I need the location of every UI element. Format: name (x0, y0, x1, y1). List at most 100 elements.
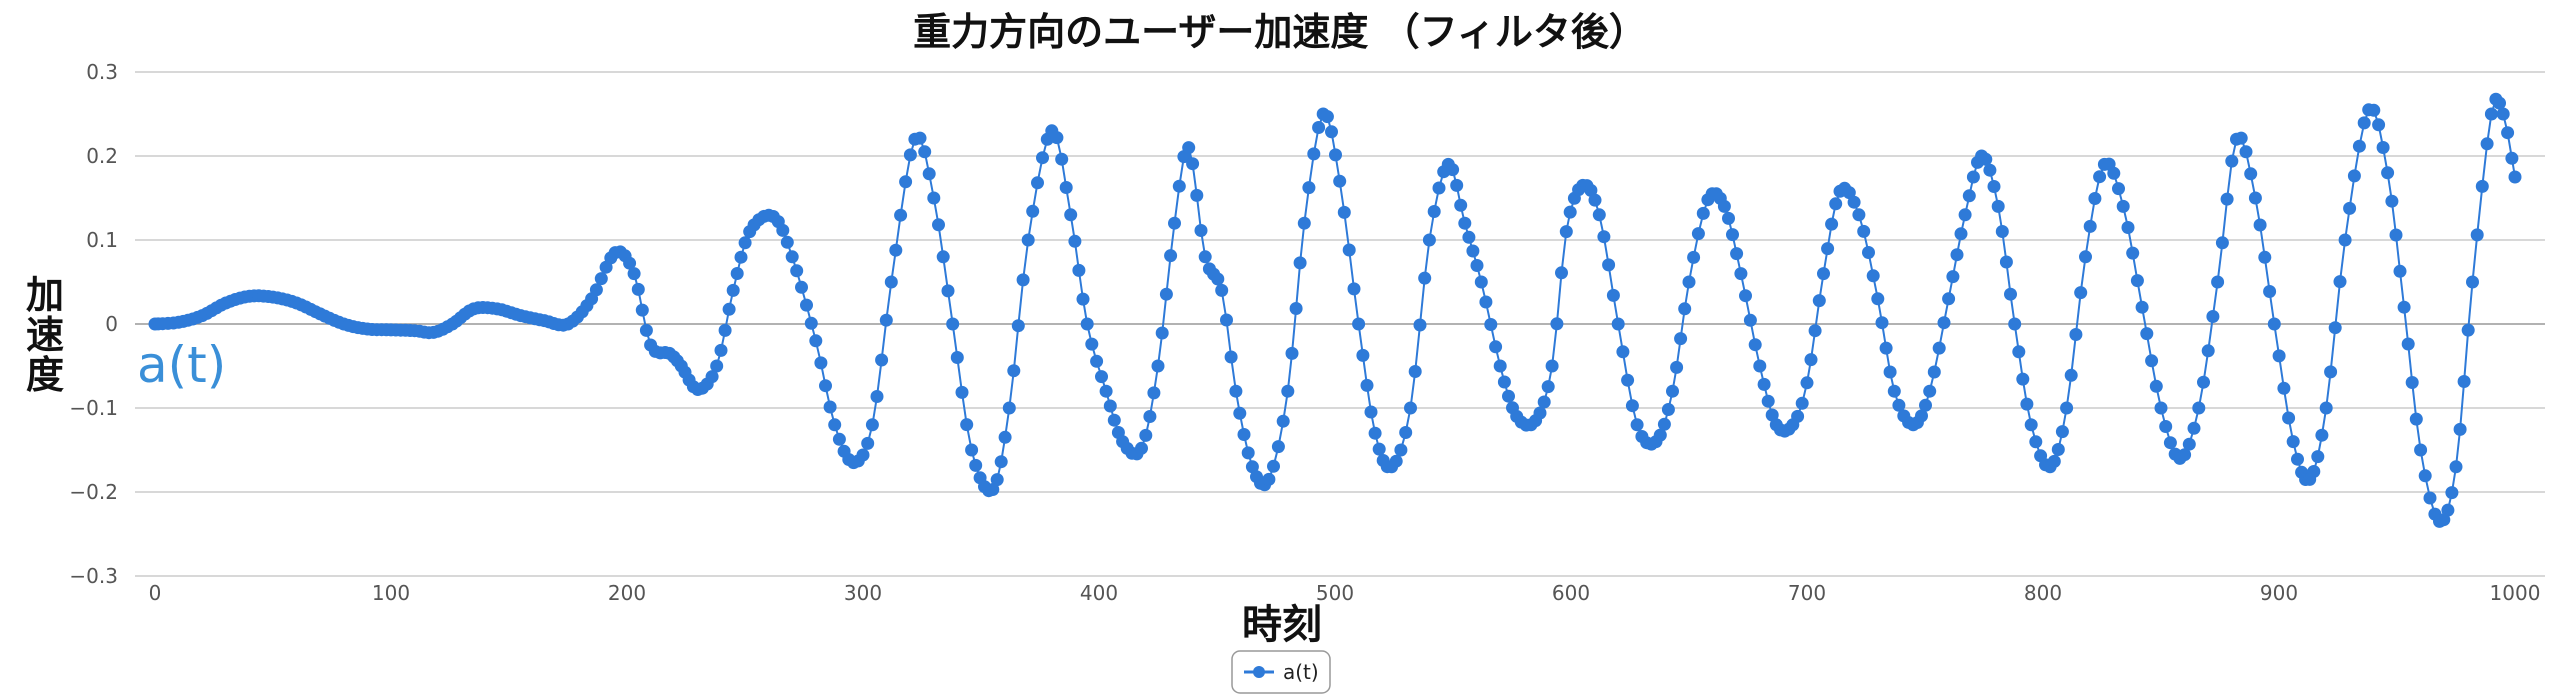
data-point[interactable] (2215, 236, 2229, 250)
data-point[interactable] (2466, 275, 2479, 289)
data-point[interactable] (1606, 288, 1620, 302)
data-point[interactable] (2484, 107, 2498, 121)
data-point[interactable] (1670, 360, 1684, 374)
data-point[interactable] (1233, 406, 1247, 420)
data-point[interactable] (722, 302, 736, 316)
data-point[interactable] (1743, 313, 1757, 327)
data-point[interactable] (738, 236, 752, 250)
data-point[interactable] (1555, 266, 1568, 280)
data-point[interactable] (1329, 148, 1342, 162)
data-point[interactable] (2291, 452, 2304, 466)
data-point[interactable] (2055, 425, 2069, 439)
data-point[interactable] (1055, 152, 1069, 166)
data-point[interactable] (1497, 375, 1511, 389)
data-point[interactable] (1808, 324, 1822, 338)
data-point[interactable] (2405, 376, 2419, 389)
data-point[interactable] (1734, 267, 1748, 281)
data-point[interactable] (2130, 274, 2144, 288)
data-point[interactable] (1080, 317, 1094, 331)
data-point[interactable] (1919, 398, 1932, 412)
data-point[interactable] (1293, 256, 1307, 270)
data-point[interactable] (1224, 350, 1238, 364)
data-point[interactable] (986, 483, 1000, 496)
data-point[interactable] (1474, 275, 1488, 289)
data-point[interactable] (2074, 286, 2088, 300)
data-point[interactable] (1757, 377, 1771, 391)
data-point[interactable] (726, 283, 740, 297)
data-point[interactable] (2352, 139, 2366, 153)
data-point[interactable] (1360, 378, 1374, 392)
data-point[interactable] (870, 390, 884, 403)
data-point[interactable] (2004, 287, 2017, 301)
data-point[interactable] (1364, 405, 1378, 419)
data-point[interactable] (2163, 436, 2177, 450)
data-point[interactable] (2126, 246, 2140, 260)
data-point[interactable] (1932, 341, 1946, 355)
data-point[interactable] (1050, 131, 1064, 145)
data-point[interactable] (2347, 169, 2361, 183)
data-point[interactable] (1484, 318, 1498, 331)
data-point[interactable] (1237, 428, 1251, 441)
data-point[interactable] (2047, 454, 2061, 468)
data-point[interactable] (1333, 174, 1347, 188)
data-point[interactable] (1602, 258, 1616, 272)
data-point[interactable] (2480, 137, 2494, 151)
data-point[interactable] (1857, 224, 1871, 238)
data-point[interactable] (2121, 221, 2135, 234)
data-point[interactable] (1966, 170, 1980, 184)
data-point[interactable] (1072, 263, 1086, 277)
data-point[interactable] (2449, 460, 2463, 474)
data-point[interactable] (1946, 270, 1960, 284)
data-point[interactable] (2372, 118, 2386, 132)
data-point[interactable] (1347, 282, 1361, 296)
data-point[interactable] (936, 250, 950, 264)
data-point[interactable] (1765, 408, 1779, 422)
data-point[interactable] (2220, 192, 2234, 206)
data-point[interactable] (1674, 332, 1688, 346)
data-point[interactable] (1804, 353, 1818, 367)
data-point[interactable] (1302, 181, 1316, 195)
data-point[interactable] (994, 455, 1008, 469)
data-point[interactable] (2145, 354, 2159, 368)
data-point[interactable] (1458, 216, 1472, 230)
data-point[interactable] (1550, 317, 1564, 331)
data-point[interactable] (2258, 250, 2272, 264)
data-point[interactable] (913, 131, 927, 145)
data-point[interactable] (2389, 228, 2403, 242)
data-point[interactable] (1372, 442, 1386, 456)
data-point[interactable] (1983, 163, 1997, 177)
data-point[interactable] (856, 448, 870, 462)
data-point[interactable] (1068, 234, 1082, 248)
data-point[interactable] (1446, 163, 1460, 177)
data-point[interactable] (1454, 198, 1468, 212)
data-point[interactable] (1031, 176, 1044, 190)
data-point[interactable] (965, 443, 979, 457)
data-point[interactable] (1479, 295, 1493, 309)
data-point[interactable] (1887, 384, 1901, 398)
data-point[interactable] (2088, 192, 2102, 205)
data-point[interactable] (1533, 406, 1547, 420)
data-point[interactable] (1190, 188, 1204, 202)
data-point[interactable] (1368, 426, 1382, 440)
data-point[interactable] (2286, 435, 2300, 449)
data-point[interactable] (1076, 292, 1090, 306)
data-point[interactable] (1847, 195, 1861, 209)
data-point[interactable] (2357, 116, 2371, 130)
data-point[interactable] (1962, 189, 1976, 203)
data-point[interactable] (946, 317, 960, 331)
data-point[interactable] (2453, 422, 2467, 436)
data-point[interactable] (2248, 191, 2262, 205)
data-point[interactable] (1245, 460, 1259, 474)
data-point[interactable] (922, 167, 936, 181)
data-point[interactable] (2008, 317, 2022, 331)
data-point[interactable] (1682, 275, 1696, 289)
data-point[interactable] (2060, 401, 2074, 415)
data-point[interactable] (1502, 389, 1515, 403)
data-point[interactable] (1186, 157, 1200, 171)
data-point[interactable] (2197, 375, 2210, 389)
data-point[interactable] (1198, 250, 1212, 264)
data-point[interactable] (1352, 317, 1366, 331)
data-point[interactable] (2401, 337, 2415, 351)
data-point[interactable] (795, 280, 808, 294)
data-point[interactable] (589, 283, 603, 297)
